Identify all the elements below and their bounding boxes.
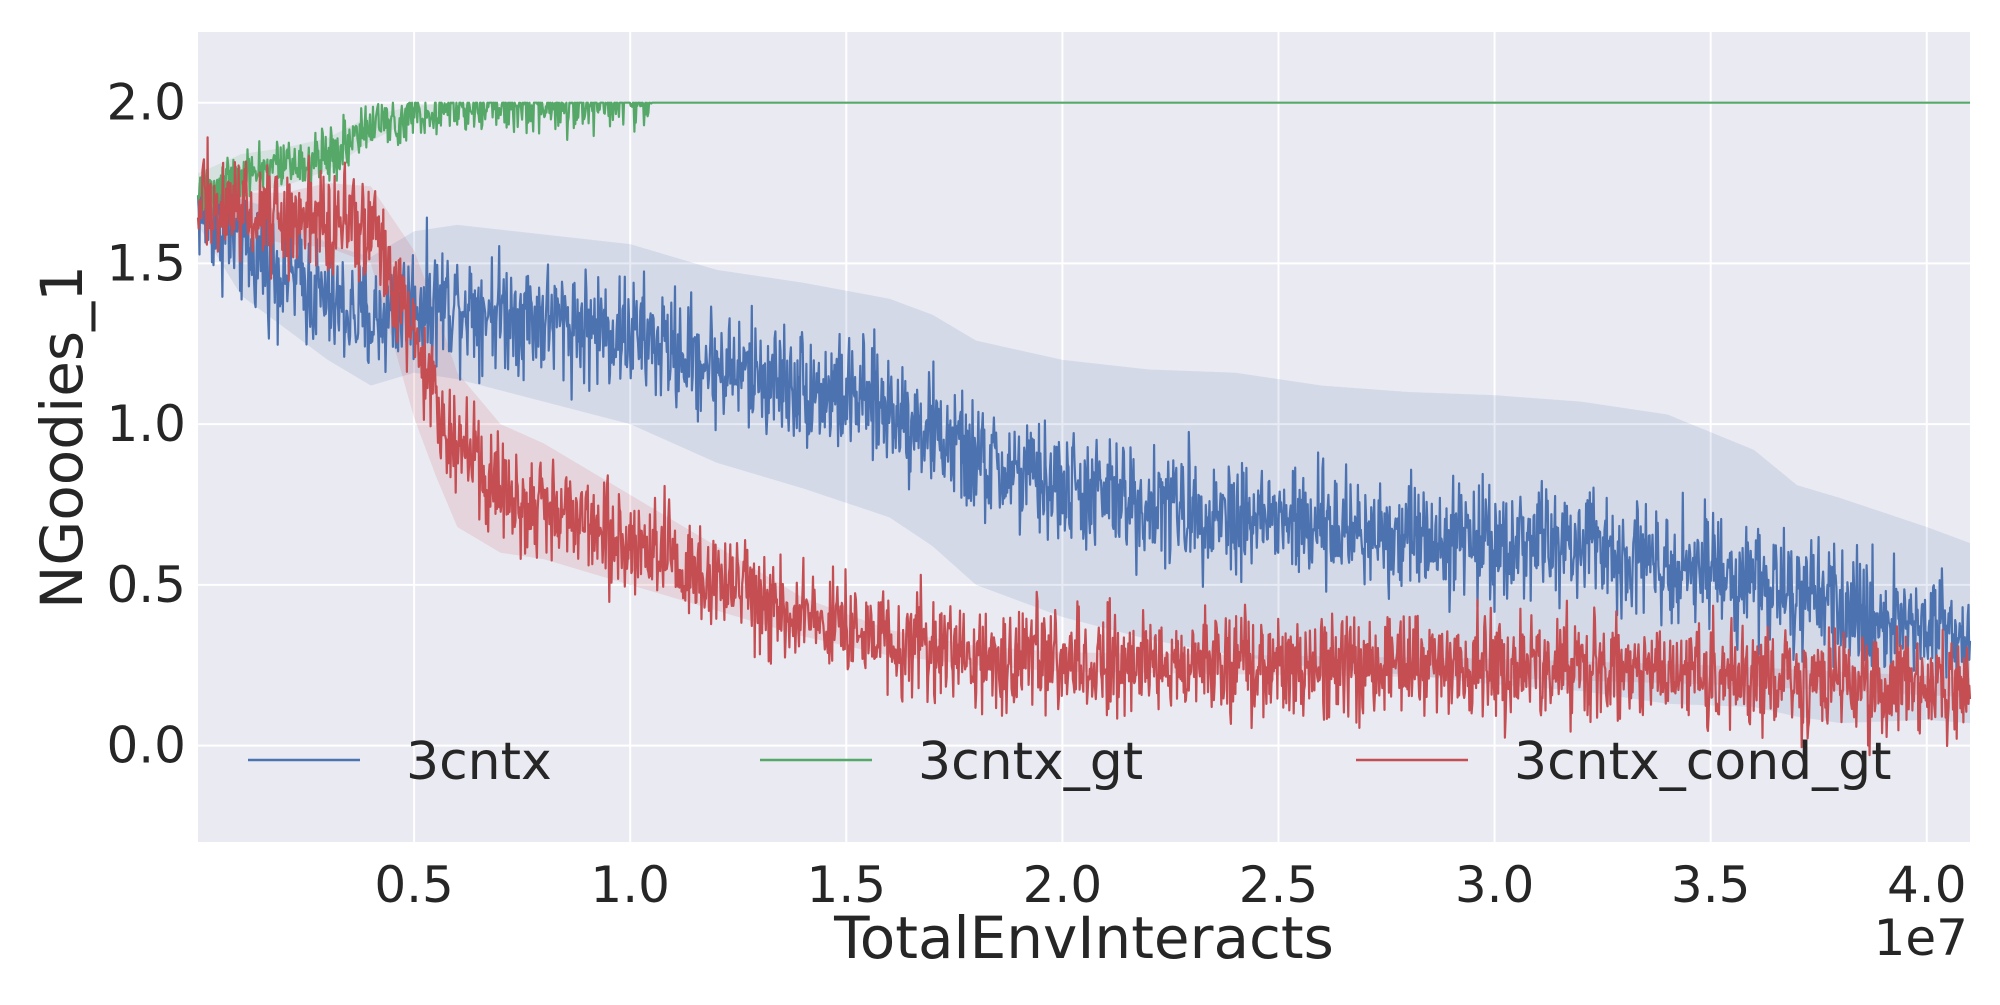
series-line-0 <box>196 174 1972 692</box>
x-tick-label: 3.5 <box>1671 856 1751 914</box>
y-tick-label: 0.0 <box>106 717 186 775</box>
x-tick-label: 1.5 <box>807 856 887 914</box>
y-tick-labels: 0.0 0.5 1.0 1.5 2.0 <box>106 74 186 775</box>
legend-label: 3cntx <box>406 732 552 792</box>
x-tick-label: 0.5 <box>374 856 454 914</box>
x-tick-label: 4.0 <box>1887 856 1967 914</box>
x-tick-label: 1.0 <box>590 856 670 914</box>
series-line-1 <box>196 101 1971 216</box>
y-tick-label: 1.0 <box>106 395 186 453</box>
y-tick-label: 0.5 <box>106 556 186 614</box>
x-tick-label: 2.5 <box>1239 856 1319 914</box>
series-line-2 <box>196 136 1972 757</box>
x-axis-offset-label: 1e7 <box>1874 909 1968 967</box>
x-tick-labels: 0.5 1.0 1.5 2.0 2.5 3.0 3.5 4.0 <box>374 856 1966 914</box>
y-tick-label: 1.5 <box>106 234 186 292</box>
y-tick-label: 2.0 <box>106 74 186 132</box>
y-axis-label: NGoodies_1 <box>28 265 96 609</box>
plot-background <box>198 32 1970 842</box>
series-lines <box>196 101 1972 757</box>
legend-label: 3cntx_cond_gt <box>1514 732 1892 792</box>
legend-label: 3cntx_gt <box>918 732 1143 792</box>
x-tick-label: 2.0 <box>1023 856 1103 914</box>
legend: 3cntx 3cntx_gt 3cntx_cond_gt <box>248 732 1892 792</box>
x-axis-label: TotalEnvInteracts <box>833 904 1334 972</box>
x-tick-label: 3.0 <box>1455 856 1535 914</box>
